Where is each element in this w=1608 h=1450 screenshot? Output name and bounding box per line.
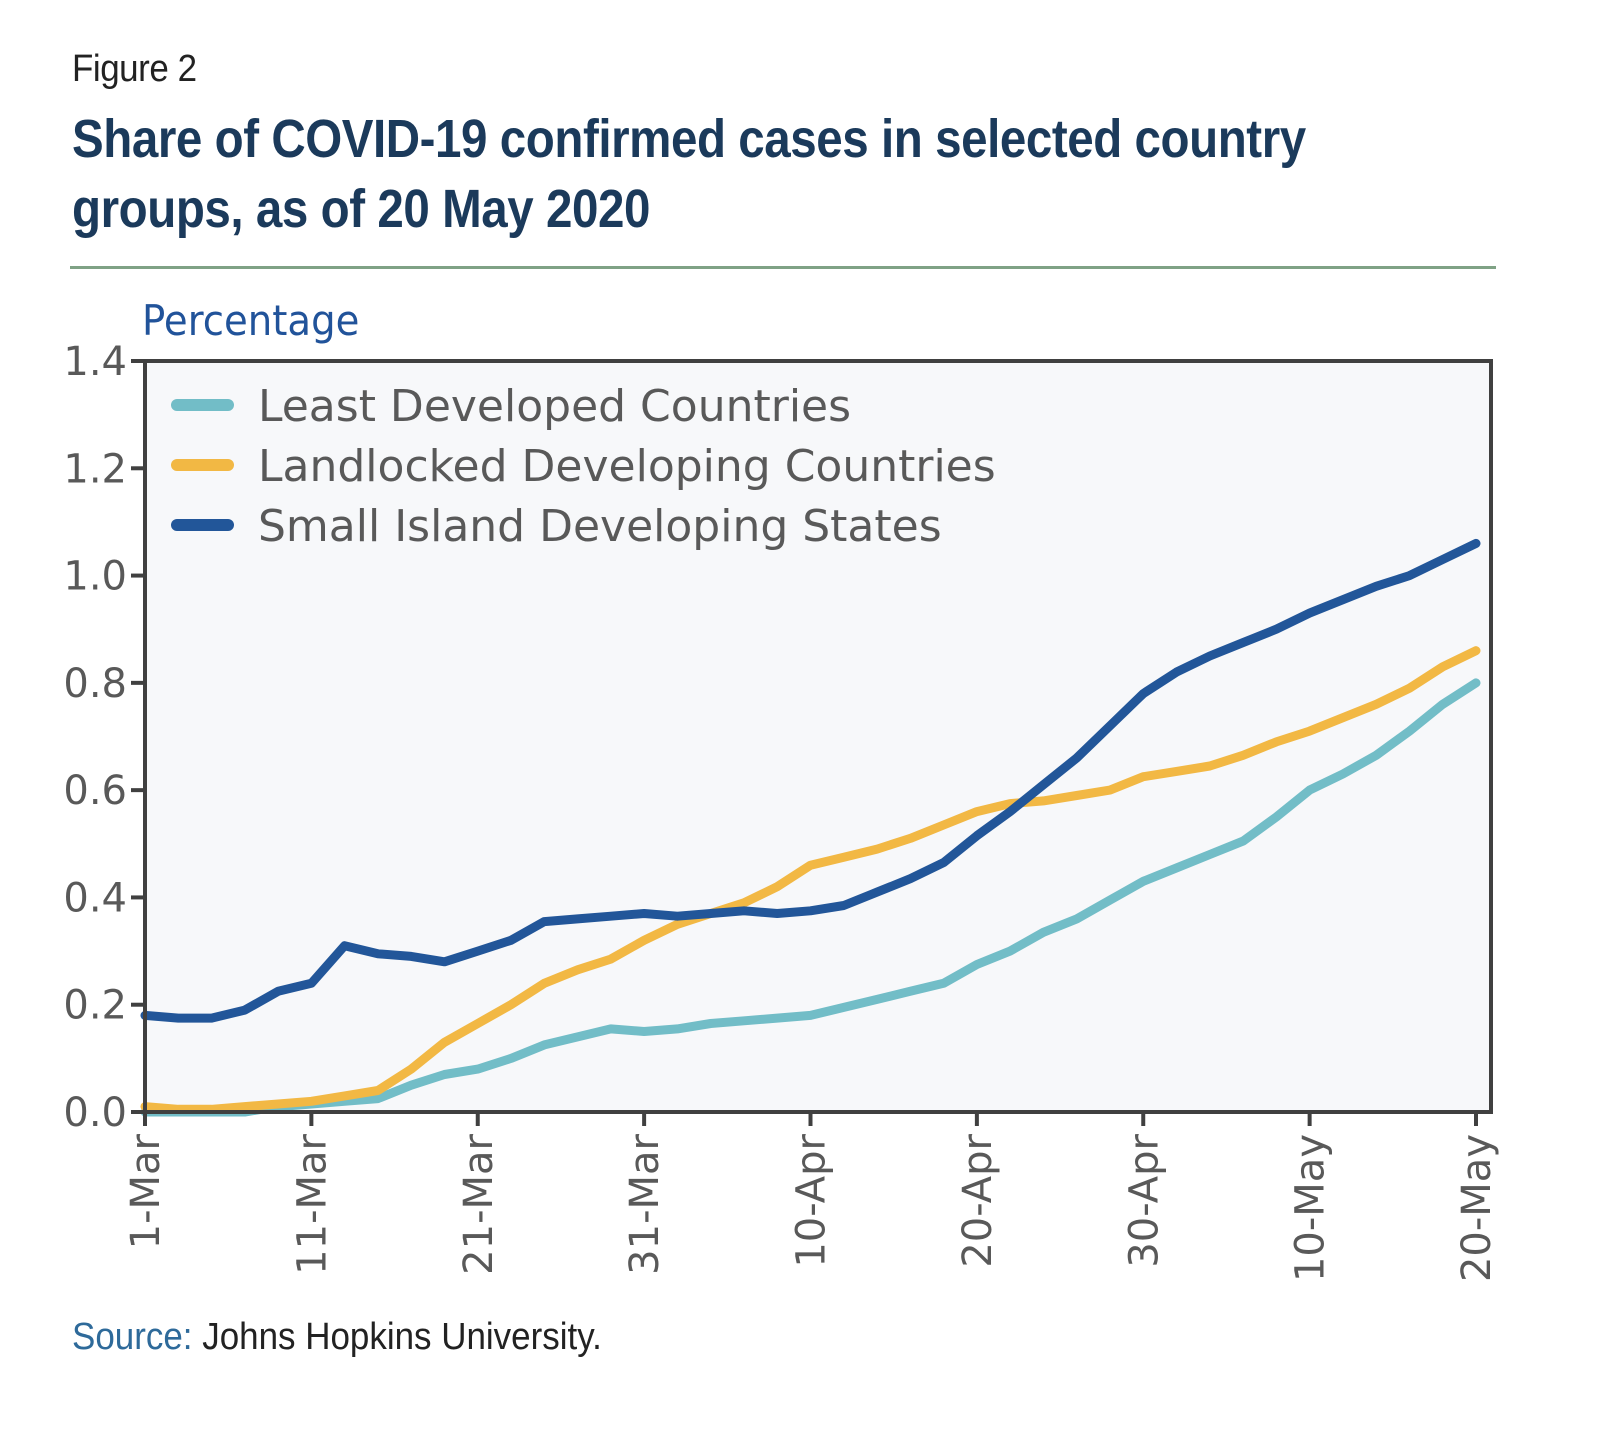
y-tick-label: 0.8 xyxy=(63,661,127,707)
x-tick-label: 21-Mar xyxy=(456,1133,502,1274)
series-line-landlocked-developing-countries xyxy=(140,646,1481,1114)
legend: Least Developed Countries Landlocked Deve… xyxy=(171,381,996,552)
x-tick-label: 20-May xyxy=(1454,1134,1500,1282)
plot-frame xyxy=(143,359,1493,1114)
y-tick-label: 0.2 xyxy=(63,983,127,1029)
figure-label: Figure 2 xyxy=(72,48,197,90)
source-key: Source: xyxy=(72,1316,193,1358)
legend-label: Small Island Developing States xyxy=(258,501,942,552)
title-divider xyxy=(70,266,1496,269)
y-tick-label: 1.0 xyxy=(63,554,127,600)
series-line-small-island-developing-states xyxy=(140,538,1481,1023)
y-tick-label: 0.6 xyxy=(63,768,127,814)
y-tick-label: 0.0 xyxy=(63,1090,127,1136)
y-tick-label: 0.4 xyxy=(63,875,127,921)
x-tick-label: 10-Apr xyxy=(789,1133,835,1267)
legend-label: Landlocked Developing Countries xyxy=(258,441,996,492)
plot-area xyxy=(145,361,1491,1112)
series-layer xyxy=(140,538,1481,1117)
x-tick-label: 30-Apr xyxy=(1121,1133,1167,1267)
x-tick-label: 20-Apr xyxy=(955,1133,1001,1267)
y-axis-label: Percentage xyxy=(142,296,360,345)
source-text: Johns Hopkins University. xyxy=(202,1316,602,1358)
y-tick-label: 1.2 xyxy=(63,446,127,492)
source-note: Source: Johns Hopkins University. xyxy=(72,1316,602,1359)
y-tick-label: 1.4 xyxy=(63,339,127,385)
x-tick-label: 11-Mar xyxy=(289,1133,335,1274)
x-tick-label: 31-Mar xyxy=(622,1133,668,1274)
legend-label: Least Developed Countries xyxy=(258,381,851,432)
chart-title: Share of COVID-19 confirmed cases in sel… xyxy=(72,109,1306,239)
x-tick-label: 10-May xyxy=(1288,1134,1334,1282)
axis-layer: 0.0 0.2 0.4 0.6 0.8 1.0 1.2 1.4 1-Mar 11-Mar 21-Ma… xyxy=(63,339,1500,1282)
x-tick-label: 1-Mar xyxy=(123,1133,169,1249)
series-line-least-developed-countries xyxy=(140,678,1481,1117)
